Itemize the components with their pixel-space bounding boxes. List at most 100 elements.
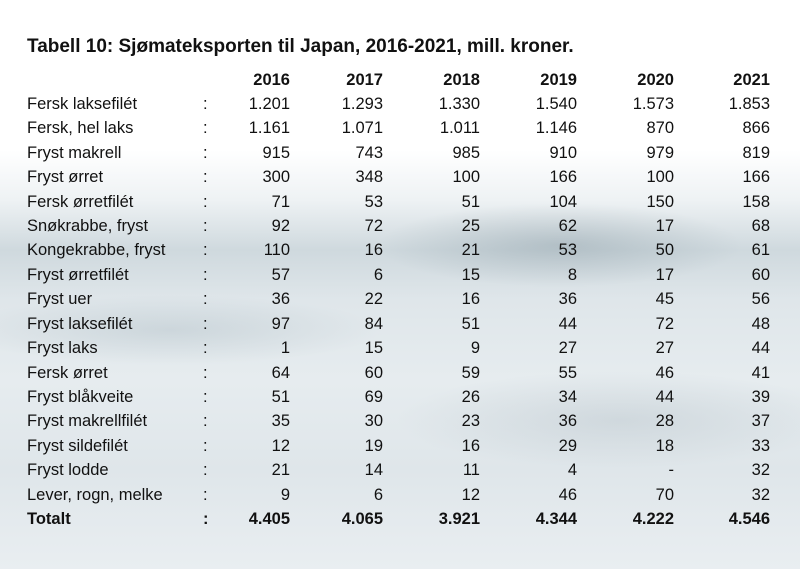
- row-value: 985: [452, 143, 480, 162]
- separator: :: [203, 290, 208, 309]
- row-value: 46: [558, 485, 577, 504]
- row-value: 15: [364, 339, 383, 358]
- separator: :: [203, 412, 208, 431]
- row-value: 34: [558, 387, 577, 406]
- row-value: 27: [558, 339, 577, 358]
- row-value: 36: [558, 290, 577, 309]
- row-label: Lever, rogn, melke: [27, 485, 163, 504]
- row-value: 870: [646, 119, 674, 138]
- table-title: Tabell 10: Sjømateksporten til Japan, 20…: [27, 36, 574, 57]
- row-value: 53: [364, 192, 383, 211]
- row-value: 915: [262, 143, 290, 162]
- row-label: Fryst makrellfilét: [27, 412, 148, 431]
- row-value: 44: [655, 387, 674, 406]
- row-value: 48: [751, 314, 770, 333]
- row-value: 300: [262, 168, 290, 187]
- row-label: Snøkrabbe, fryst: [27, 217, 149, 236]
- row-value: 72: [364, 217, 383, 236]
- row-value: 92: [271, 217, 290, 236]
- row-value: 44: [558, 314, 577, 333]
- separator: :: [203, 436, 208, 455]
- separator: :: [203, 168, 208, 187]
- row-value: 819: [742, 143, 770, 162]
- row-value: 21: [461, 241, 480, 260]
- row-value: 72: [655, 314, 674, 333]
- row-value: 27: [655, 339, 674, 358]
- total-value: 4.222: [632, 510, 674, 528]
- row-value: 25: [461, 217, 480, 236]
- row-value: 1.201: [248, 95, 290, 113]
- row-value: 41: [751, 363, 770, 382]
- separator: :: [203, 461, 208, 480]
- row-value: 69: [364, 387, 383, 406]
- row-value: 910: [549, 143, 577, 162]
- row-value: 16: [461, 436, 480, 455]
- total-value: 4.546: [728, 510, 770, 528]
- row-label: Fryst ørretfilét: [27, 265, 129, 284]
- row-value: 12: [461, 485, 480, 504]
- row-value: 53: [558, 241, 577, 260]
- column-header: 2016: [253, 71, 290, 89]
- row-value: 30: [364, 412, 383, 431]
- row-value: 19: [364, 436, 383, 455]
- separator: :: [203, 485, 208, 504]
- row-value: 45: [655, 290, 674, 309]
- row-value: 100: [646, 168, 674, 187]
- row-value: 866: [742, 119, 770, 138]
- total-value: 3.921: [438, 510, 480, 528]
- row-value: 71: [271, 192, 290, 211]
- row-value: 51: [461, 314, 480, 333]
- row-label: Fersk ørretfilét: [27, 192, 134, 211]
- row-value: 17: [655, 217, 674, 236]
- row-label: Fryst laks: [27, 339, 98, 358]
- row-value: 743: [355, 143, 383, 162]
- row-value: 84: [364, 314, 383, 333]
- separator: :: [203, 339, 208, 358]
- row-value: 55: [558, 363, 577, 382]
- separator: :: [203, 265, 208, 284]
- row-value: 14: [364, 461, 383, 480]
- row-value: 37: [751, 412, 770, 431]
- row-value: 33: [751, 436, 770, 455]
- row-value: 104: [549, 192, 577, 211]
- row-value: 979: [646, 143, 674, 162]
- total-value: 4.344: [535, 510, 577, 528]
- row-value: 28: [655, 412, 674, 431]
- row-value: 8: [567, 265, 577, 284]
- separator: :: [203, 143, 208, 162]
- separator: :: [203, 387, 208, 406]
- row-label: Fersk laksefilét: [27, 95, 138, 113]
- row-value: 16: [461, 290, 480, 309]
- row-value: 97: [271, 314, 290, 333]
- separator: :: [203, 241, 208, 260]
- row-value: 21: [271, 461, 290, 480]
- row-value: 51: [271, 387, 290, 406]
- total-value: 4.405: [248, 510, 290, 528]
- column-header: 2020: [637, 71, 674, 89]
- row-label: Fryst lodde: [27, 461, 109, 480]
- row-label: Fryst sildefilét: [27, 436, 128, 455]
- row-value: 26: [461, 387, 480, 406]
- row-label: Kongekrabbe, fryst: [27, 241, 166, 260]
- row-value: 64: [271, 363, 290, 382]
- row-value: 62: [558, 217, 577, 236]
- row-value: 110: [263, 241, 290, 260]
- row-value: 61: [751, 241, 770, 260]
- row-value: 35: [271, 412, 290, 431]
- row-value: 166: [549, 168, 577, 187]
- row-value: 1.573: [632, 95, 674, 113]
- row-label: Fryst uer: [27, 290, 93, 309]
- row-value: 18: [655, 436, 674, 455]
- row-label: Fersk, hel laks: [27, 119, 134, 138]
- row-value: 4: [567, 461, 577, 480]
- row-value: 36: [271, 290, 290, 309]
- row-value: 59: [461, 363, 480, 382]
- row-value: 1.161: [248, 119, 290, 138]
- row-value: 150: [646, 192, 674, 211]
- row-value: -: [668, 461, 675, 480]
- row-value: 166: [742, 168, 770, 187]
- row-label: Fryst laksefilét: [27, 314, 133, 333]
- row-label: Fryst blåkveite: [27, 387, 134, 406]
- row-value: 29: [558, 436, 577, 455]
